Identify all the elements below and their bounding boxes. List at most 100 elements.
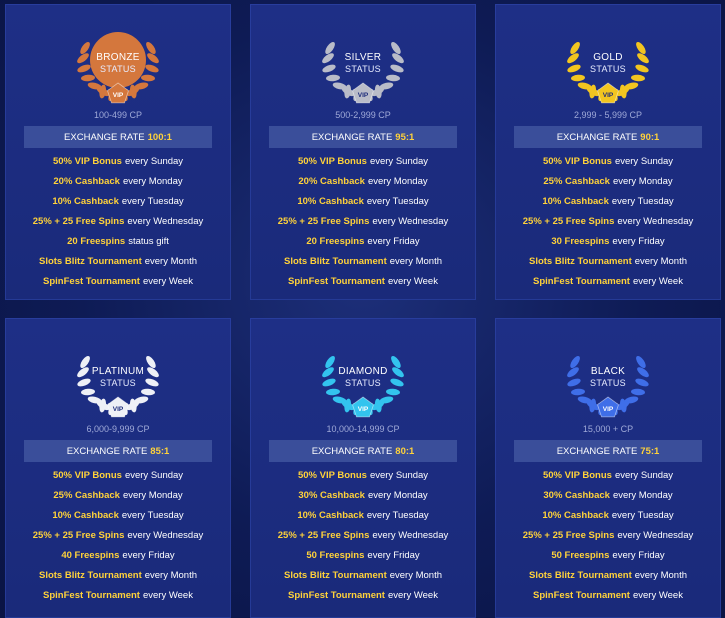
tier-status-label: STATUS [345, 378, 381, 388]
perk-item: 30% Cashback every Monday [298, 490, 428, 501]
exchange-rate-value: 100:1 [147, 131, 172, 143]
tier-card-platinum: VIP PLATINUM STATUS 6,000-9,999 CP EXCHA… [5, 318, 231, 618]
laurel-leaf [567, 53, 579, 64]
laurel-leaf [126, 87, 140, 97]
laurel-leaf [570, 355, 580, 369]
perk-item: SpinFest Tournament every Week [43, 590, 193, 601]
tier-cp-range: 10,000-14,999 CP [326, 424, 400, 434]
tier-name: BRONZE [96, 52, 140, 63]
perk-list: 50% VIP Bonus every Sunday 25% Cashback ev… [495, 152, 721, 292]
perk-item: 50 Freespins every Friday [306, 550, 420, 561]
perk-item: 20 Freespins every Friday [306, 236, 420, 247]
perk-item: 30 Freespins every Friday [551, 236, 665, 247]
perk-item: SpinFest Tournament every Week [533, 590, 683, 601]
laurel-leaf [325, 41, 335, 55]
perk-list: 50% VIP Bonus every Sunday 25% Cashback ev… [5, 466, 231, 606]
perk-item: Slots Blitz Tournament every Month [283, 570, 443, 581]
laurel-leaf [390, 378, 404, 387]
laurel-leaf [371, 87, 385, 97]
laurel-leaf [567, 378, 581, 387]
laurel-leaf [616, 87, 630, 97]
tier-status-label: STATUS [345, 64, 381, 74]
perk-item: 10% Cashback every Tuesday [542, 196, 674, 207]
perk-item: 50% VIP Bonus every Sunday [297, 470, 429, 481]
laurel-leaf [391, 41, 401, 55]
laurel-leaf [99, 84, 107, 99]
perk-item: SpinFest Tournament every Week [43, 276, 193, 287]
laurel-leaf [77, 64, 91, 73]
tier-cp-range: 100-499 CP [93, 110, 143, 120]
perk-item: 10% Cashback every Tuesday [52, 510, 184, 521]
laurel-leaf [126, 401, 140, 411]
perk-item: 50% VIP Bonus every Sunday [542, 470, 674, 481]
perk-item: Slots Blitz Tournament every Month [283, 256, 443, 267]
perk-item: 30% Cashback every Monday [543, 490, 673, 501]
perk-item: SpinFest Tournament every Week [533, 276, 683, 287]
exchange-rate-bar: EXCHANGE RATE 85:1 [24, 440, 212, 462]
tier-cp-range: 15,000 + CP [582, 424, 634, 434]
laurel-leaf [145, 378, 159, 387]
laurel-leaf [637, 53, 649, 64]
laurel-leaf [571, 388, 585, 396]
laurel-leaf [567, 367, 579, 378]
perk-item: 10% Cashback every Tuesday [52, 196, 184, 207]
perk-item: 25% + 25 Free Spins every Wednesday [32, 216, 204, 227]
laurel-leaf [637, 367, 649, 378]
perk-item: 20% Cashback every Monday [298, 176, 428, 187]
laurel-leaf [325, 355, 335, 369]
perk-item: 25% Cashback every Monday [53, 490, 183, 501]
laurel-leaf [141, 388, 155, 396]
laurel-leaf [567, 64, 581, 73]
perk-item: Slots Blitz Tournament every Month [528, 570, 688, 581]
laurel-leaf [589, 84, 597, 99]
vip-label: VIP [603, 406, 614, 413]
perk-item: 25% Cashback every Monday [543, 176, 673, 187]
tier-name: DIAMOND [338, 366, 388, 377]
laurel-leaf [631, 74, 645, 82]
laurel-leaf [616, 401, 630, 411]
exchange-rate-label: EXCHANGE RATE [556, 445, 638, 457]
perk-item: 50% VIP Bonus every Sunday [542, 156, 674, 167]
vip-label: VIP [113, 406, 124, 413]
laurel-leaf [371, 401, 385, 411]
tier-cp-range: 2,999 - 5,999 CP [573, 110, 643, 120]
perk-list: 50% VIP Bonus every Sunday 20% Cashback ev… [5, 152, 231, 292]
laurel-leaf [81, 74, 95, 82]
tier-status-label: STATUS [100, 378, 136, 388]
laurel-leaf [81, 388, 95, 396]
laurel-leaf [344, 398, 352, 413]
laurel-leaf [635, 378, 649, 387]
perk-item: 20% Cashback every Monday [53, 176, 183, 187]
laurel-leaf [636, 355, 646, 369]
exchange-rate-value: 80:1 [395, 445, 415, 457]
vip-pentagon-icon [352, 82, 374, 104]
exchange-rate-value: 90:1 [640, 131, 660, 143]
perk-item: 25% + 25 Free Spins every Wednesday [277, 530, 449, 541]
laurel-wreath-icon: VIP GOLD STATUS [558, 12, 658, 110]
laurel-leaf [571, 74, 585, 82]
perk-item: 20 Freespins status gift [67, 236, 169, 247]
vip-label: VIP [113, 92, 124, 99]
perk-item: 50% VIP Bonus every Sunday [297, 156, 429, 167]
laurel-leaf [147, 367, 159, 378]
laurel-leaf [635, 64, 649, 73]
vip-pentagon-icon [352, 396, 374, 418]
tier-name: PLATINUM [91, 366, 145, 377]
perk-item: 25% + 25 Free Spins every Wednesday [32, 530, 204, 541]
exchange-rate-bar: EXCHANGE RATE 75:1 [514, 440, 702, 462]
perk-item: 25% + 25 Free Spins every Wednesday [522, 216, 694, 227]
tier-card-gold: VIP GOLD STATUS 2,999 - 5,999 CP EXCHANG… [495, 4, 721, 300]
laurel-leaf [80, 41, 90, 55]
perk-item: 10% Cashback every Tuesday [297, 510, 429, 521]
tier-name: BLACK [590, 366, 626, 377]
tier-name: SILVER [344, 52, 382, 63]
laurel-leaf [326, 388, 340, 396]
badge-disc [90, 32, 146, 88]
laurel-leaf [392, 367, 404, 378]
perk-item: 50 Freespins every Friday [551, 550, 665, 561]
laurel-leaf [141, 74, 155, 82]
vip-pentagon-icon [597, 396, 619, 418]
laurel-wreath-icon: VIP DIAMOND STATUS [313, 326, 413, 424]
tier-status-label: STATUS [590, 378, 626, 388]
tier-status-label: STATUS [590, 64, 626, 74]
